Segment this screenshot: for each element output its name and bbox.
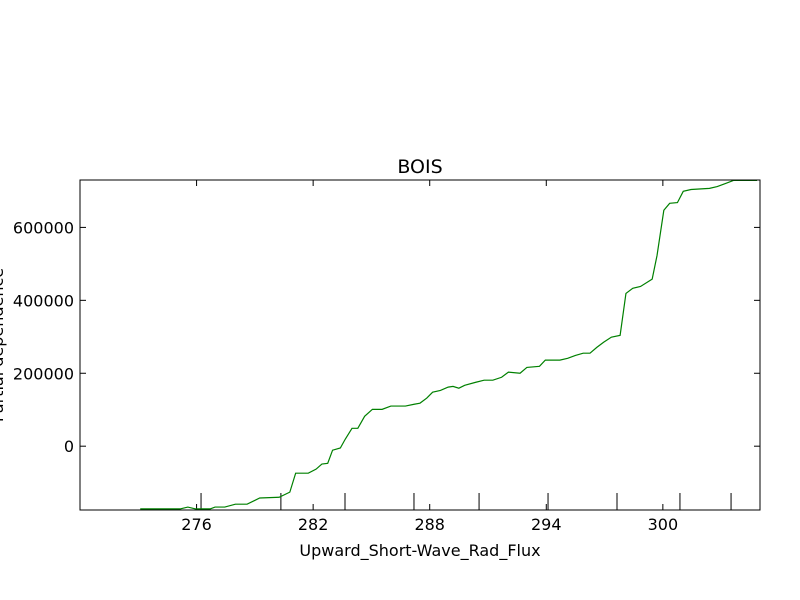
- x-tick-label: 294: [531, 515, 562, 534]
- plot-frame: [79, 179, 761, 511]
- y-axis-label: Partial dependence: [0, 268, 7, 422]
- x-tick-label: 288: [414, 515, 445, 534]
- x-tick-label: 276: [181, 515, 212, 534]
- x-tick-label: 282: [298, 515, 329, 534]
- chart-title: BOIS: [397, 156, 442, 178]
- line: [140, 179, 758, 510]
- y-tick-label: 200000: [13, 364, 74, 383]
- y-tick-label: 600000: [13, 218, 74, 237]
- x-tick-label: 300: [648, 515, 679, 534]
- y-tick-label: 0: [64, 437, 74, 456]
- x-axis-label: Upward_Short-Wave_Rad_Flux: [299, 541, 540, 561]
- y-tick-label: 400000: [13, 291, 74, 310]
